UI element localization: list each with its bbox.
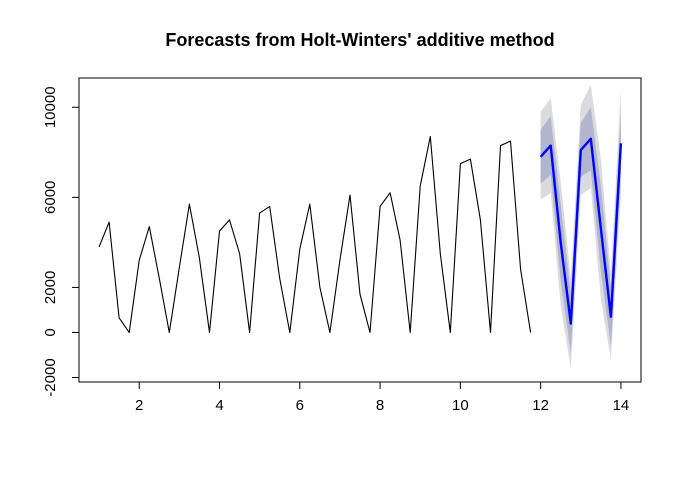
- series-lines: [98, 135, 623, 334]
- x-tick-label: 10: [452, 397, 469, 414]
- y-tick-label: 0: [42, 328, 59, 336]
- x-tick-label: 6: [296, 397, 304, 414]
- chart-title: Forecasts from Holt-Winters' additive me…: [165, 30, 554, 50]
- x-tick-label: 14: [613, 397, 630, 414]
- y-tick-label: 10000: [42, 86, 59, 128]
- prediction-intervals: [540, 84, 621, 369]
- x-tick-label: 4: [215, 397, 223, 414]
- forecast-series-line: [539, 137, 623, 325]
- interval-95-band: [540, 84, 621, 369]
- plot-frame: [78, 77, 642, 383]
- y-tick-label: 6000: [42, 181, 59, 214]
- y-tick-label: -2000: [42, 358, 59, 396]
- x-tick-label: 12: [532, 397, 549, 414]
- y-axis: -2000 0 2000 6000 10000: [42, 86, 79, 397]
- x-tick-label: 2: [135, 397, 143, 414]
- observed-series-line: [98, 135, 532, 334]
- x-tick-label: 8: [376, 397, 384, 414]
- x-axis: 2 4 6 8 10 12 14: [135, 382, 629, 414]
- interval-80-band: [540, 107, 621, 353]
- y-tick-label: 2000: [42, 271, 59, 304]
